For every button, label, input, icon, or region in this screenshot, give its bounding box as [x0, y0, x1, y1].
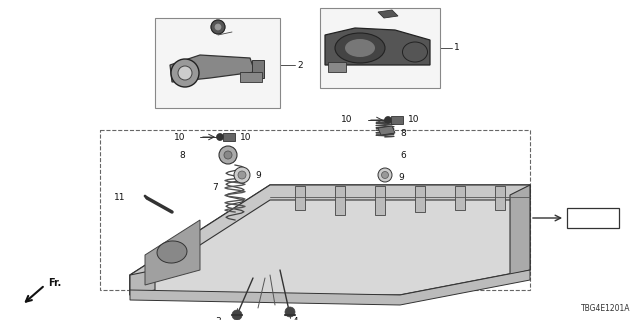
Text: 3: 3: [215, 317, 221, 320]
Text: TBG4E1201A: TBG4E1201A: [580, 304, 630, 313]
Bar: [100, 130, 530, 290]
Circle shape: [381, 172, 388, 179]
Bar: [155, 18, 280, 108]
Text: 12: 12: [412, 11, 424, 20]
Text: 9: 9: [398, 173, 404, 182]
Text: 7: 7: [212, 183, 218, 193]
Polygon shape: [325, 28, 430, 65]
Bar: [328, 62, 346, 72]
Circle shape: [171, 59, 199, 87]
Text: 10: 10: [340, 116, 352, 124]
Circle shape: [378, 168, 392, 182]
Polygon shape: [378, 10, 398, 18]
Text: 6: 6: [400, 150, 406, 159]
Circle shape: [211, 20, 225, 34]
Text: 10: 10: [173, 132, 185, 141]
Circle shape: [219, 146, 237, 164]
Bar: [375, 186, 385, 215]
Bar: [320, 8, 440, 88]
Polygon shape: [145, 220, 200, 285]
Ellipse shape: [403, 42, 428, 62]
Text: 9: 9: [255, 171, 260, 180]
Bar: [223, 133, 235, 141]
Text: 10: 10: [240, 132, 252, 141]
Bar: [240, 72, 262, 82]
Circle shape: [385, 116, 392, 124]
Text: 10: 10: [408, 116, 419, 124]
Circle shape: [216, 133, 223, 140]
Circle shape: [215, 24, 221, 30]
Circle shape: [234, 167, 250, 183]
Text: 8: 8: [179, 150, 185, 159]
Text: 2: 2: [297, 60, 303, 69]
Bar: [252, 60, 264, 78]
Polygon shape: [130, 185, 530, 290]
Polygon shape: [130, 270, 530, 305]
Bar: [335, 186, 345, 215]
Circle shape: [178, 66, 192, 80]
Text: Fr.: Fr.: [48, 278, 61, 288]
Text: E-10-1: E-10-1: [577, 213, 609, 222]
Text: 5: 5: [270, 76, 276, 84]
Polygon shape: [510, 185, 530, 275]
Circle shape: [285, 307, 295, 317]
Text: 4: 4: [293, 317, 299, 320]
Ellipse shape: [335, 33, 385, 63]
Polygon shape: [130, 270, 155, 295]
Circle shape: [224, 151, 232, 159]
Text: 1: 1: [454, 44, 460, 52]
Bar: [415, 186, 425, 212]
Bar: [567, 208, 619, 228]
Ellipse shape: [157, 241, 187, 263]
Polygon shape: [170, 55, 255, 82]
Circle shape: [238, 171, 246, 179]
Text: 5: 5: [350, 77, 356, 86]
Text: 11: 11: [113, 194, 125, 203]
Polygon shape: [130, 185, 530, 295]
Bar: [295, 186, 305, 210]
Bar: [455, 186, 465, 210]
Text: 8: 8: [400, 129, 406, 138]
Circle shape: [232, 310, 242, 320]
Bar: [495, 186, 505, 210]
Polygon shape: [378, 126, 395, 135]
Text: 12: 12: [257, 26, 268, 35]
Ellipse shape: [345, 39, 375, 57]
Bar: [391, 116, 403, 124]
